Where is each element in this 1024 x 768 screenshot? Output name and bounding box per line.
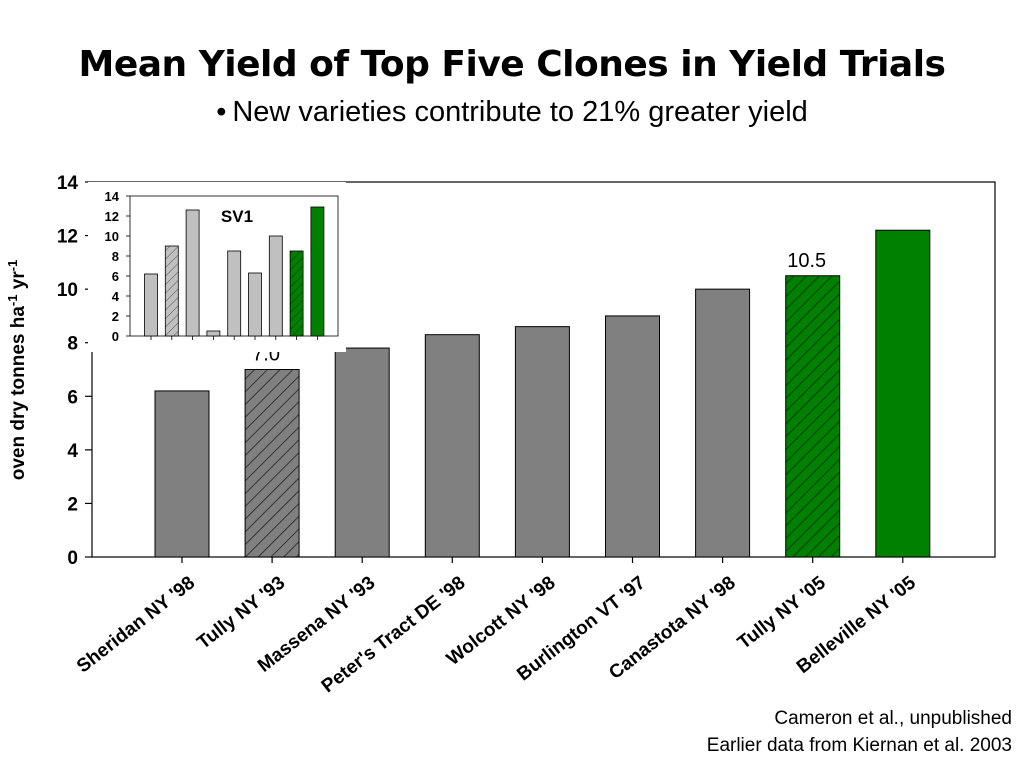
inset-bar [289, 250, 304, 337]
page-title: Mean Yield of Top Five Clones in Yield T… [78, 44, 946, 85]
bar [875, 229, 931, 558]
bar [334, 347, 390, 558]
bar [154, 390, 210, 558]
inset-y-tick-label: 6 [112, 269, 119, 284]
bar [514, 326, 570, 558]
subtitle: • New varieties contribute to 21% greater… [0, 96, 1024, 129]
inset-y-tick-label: 10 [105, 229, 119, 244]
inset-bar [268, 235, 283, 337]
inset-bar [227, 250, 242, 337]
inset-bar [144, 273, 158, 337]
inset-title: SV1 [221, 207, 253, 226]
y-tick-label: 8 [67, 334, 78, 355]
x-tick-label: Sheridan NY '98 [73, 572, 199, 677]
inset-bar [185, 209, 200, 337]
y-tick-label: 12 [57, 227, 78, 248]
bar [244, 369, 300, 558]
inset-bar [164, 245, 179, 337]
inset-plot: 0 2 4 6 8 10 12 14 SV1 [88, 182, 346, 352]
bullet: • [216, 96, 227, 128]
inset-bar [248, 272, 262, 337]
footnote-earlier: Earlier data from Kiernan et al. 2003 [706, 735, 1012, 756]
y-tick-label: 14 [57, 173, 79, 194]
inset-y-tick-label: 2 [112, 309, 119, 324]
inset-y-tick-label: 12 [105, 209, 119, 224]
footnote-source: Cameron et al., unpublished [774, 708, 1012, 729]
y-tick-label: 2 [67, 494, 78, 515]
data-label: 10.5 [787, 250, 826, 272]
x-tick-label: Tully NY '93 [193, 572, 289, 653]
y-tick-label: 10 [57, 280, 78, 301]
x-tick-label: Tully NY '05 [734, 572, 830, 654]
x-tick-label: Peter's Tract DE '98 [318, 572, 470, 697]
y-tick-label: 6 [67, 387, 78, 408]
inset-bar [206, 330, 221, 337]
y-tick-label: 4 [67, 441, 78, 462]
inset-bar [310, 206, 325, 337]
bar [695, 288, 751, 558]
bar [424, 334, 480, 558]
bar [605, 315, 660, 558]
inset-y-tick-label: 8 [112, 249, 119, 264]
y-tick-label: 0 [67, 548, 78, 569]
inset-y-tick-label: 0 [112, 329, 119, 344]
subtitle-text: New varieties contribute to 21% greater … [232, 96, 808, 128]
inset-y-tick-label: 4 [112, 289, 120, 304]
inset-y-tick-label: 14 [105, 189, 120, 204]
y-axis-label: oven dry tonnes ha-1 yr-1 [5, 260, 30, 481]
bar [785, 275, 841, 558]
